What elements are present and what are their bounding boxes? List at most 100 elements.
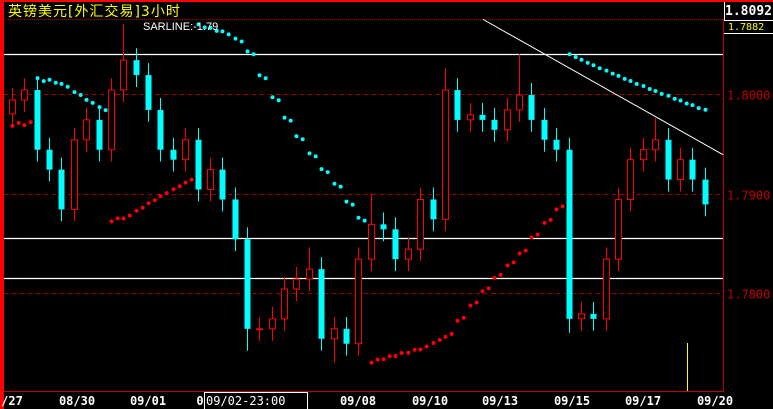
sar-dot <box>560 204 565 209</box>
candle-body <box>343 328 350 344</box>
candle-body <box>318 269 325 339</box>
candle-body <box>133 60 140 76</box>
sar-dot <box>226 32 231 37</box>
sar-dot <box>443 334 448 339</box>
sar-dot <box>47 77 52 82</box>
sar-dot <box>97 105 102 110</box>
sar-dot <box>202 25 207 30</box>
sar-dot <box>696 106 701 111</box>
sar-dot <box>319 167 324 172</box>
sar-dot <box>263 76 268 81</box>
sar-dot <box>492 275 497 280</box>
sar-dot <box>672 96 677 101</box>
sar-dot <box>666 93 671 98</box>
sar-dot <box>597 66 602 71</box>
sar-dot <box>431 341 436 346</box>
indicator-label: SARLINE:-1.79 <box>143 21 219 33</box>
y-tick-label: 1.7800 <box>727 288 770 302</box>
sar-dot <box>41 79 46 84</box>
sar-dot <box>115 216 120 221</box>
candle-body <box>281 288 288 320</box>
candle-body <box>516 94 523 111</box>
sar-dot <box>634 81 639 86</box>
sar-dot <box>548 217 553 222</box>
sar-dot <box>344 199 349 204</box>
sar-dot <box>109 219 114 224</box>
sar-dot <box>517 251 522 256</box>
candle-body <box>21 89 28 101</box>
sar-dot <box>313 154 318 159</box>
sar-dot <box>641 84 646 89</box>
sar-dot <box>647 86 652 91</box>
sar-dot <box>412 347 417 352</box>
candle-body <box>232 199 239 240</box>
sar-dot <box>103 108 108 113</box>
sar-dot <box>579 57 584 62</box>
sar-dot <box>480 289 485 294</box>
sar-dot <box>381 357 386 362</box>
candle-body <box>368 223 375 260</box>
last-price: 1.8092 <box>724 2 773 21</box>
sar-dot <box>703 107 708 112</box>
candle-body <box>182 139 189 161</box>
candle-body <box>627 159 634 200</box>
sar-dot <box>72 90 77 95</box>
sar-dot <box>455 318 460 323</box>
sar-dot <box>294 134 299 139</box>
candle-body <box>380 224 387 230</box>
sar-dot <box>350 202 355 207</box>
sar-dot <box>399 350 404 355</box>
sar-dot <box>498 272 503 277</box>
sar-dot <box>356 215 361 220</box>
candle-body <box>83 119 90 141</box>
candle-body <box>293 278 300 290</box>
candle-body <box>689 159 696 180</box>
candle-body <box>677 159 684 181</box>
sar-dot <box>567 52 572 57</box>
sar-dot <box>152 198 157 203</box>
trendline <box>482 18 724 156</box>
sar-dot <box>529 235 534 240</box>
sar-dot <box>146 201 151 206</box>
candle-body <box>9 99 16 115</box>
sar-dot <box>628 78 633 83</box>
sar-dot <box>282 115 287 120</box>
candle-body <box>34 90 41 150</box>
candle-body <box>244 239 251 329</box>
sar-dot <box>134 208 139 213</box>
candle-body <box>430 199 437 220</box>
sar-dot <box>127 213 132 218</box>
sar-dot <box>468 303 473 308</box>
sar-dot <box>78 93 83 98</box>
sar-dot <box>604 68 609 73</box>
sar-dot <box>622 76 627 81</box>
candle-body <box>157 109 164 150</box>
sar-dot <box>158 194 163 199</box>
candle-body <box>590 313 597 319</box>
x-tick-label: 08/30 <box>59 394 95 408</box>
sar-dot <box>573 55 578 60</box>
candle-body <box>331 328 338 340</box>
sar-dot <box>233 36 238 41</box>
sar-dot <box>177 184 182 189</box>
x-tick-label: 09/01 <box>130 394 166 408</box>
sar-dot <box>53 80 58 85</box>
sar-dot <box>542 220 547 225</box>
sar-dot <box>28 120 33 125</box>
candle-body <box>71 139 78 210</box>
sar-dot <box>585 60 590 65</box>
sar-dot <box>332 181 337 186</box>
sar-dot <box>523 248 528 253</box>
sar-dot <box>59 81 64 86</box>
sar-dot <box>16 120 21 125</box>
candle-body <box>355 258 362 345</box>
sar-dot <box>449 331 454 336</box>
candle-body <box>615 198 622 260</box>
candle-body <box>541 119 548 140</box>
sar-dot <box>591 63 596 68</box>
candle-body <box>306 268 313 280</box>
candle-body <box>553 139 560 150</box>
candle-body <box>702 179 709 205</box>
candle-body <box>120 59 127 91</box>
